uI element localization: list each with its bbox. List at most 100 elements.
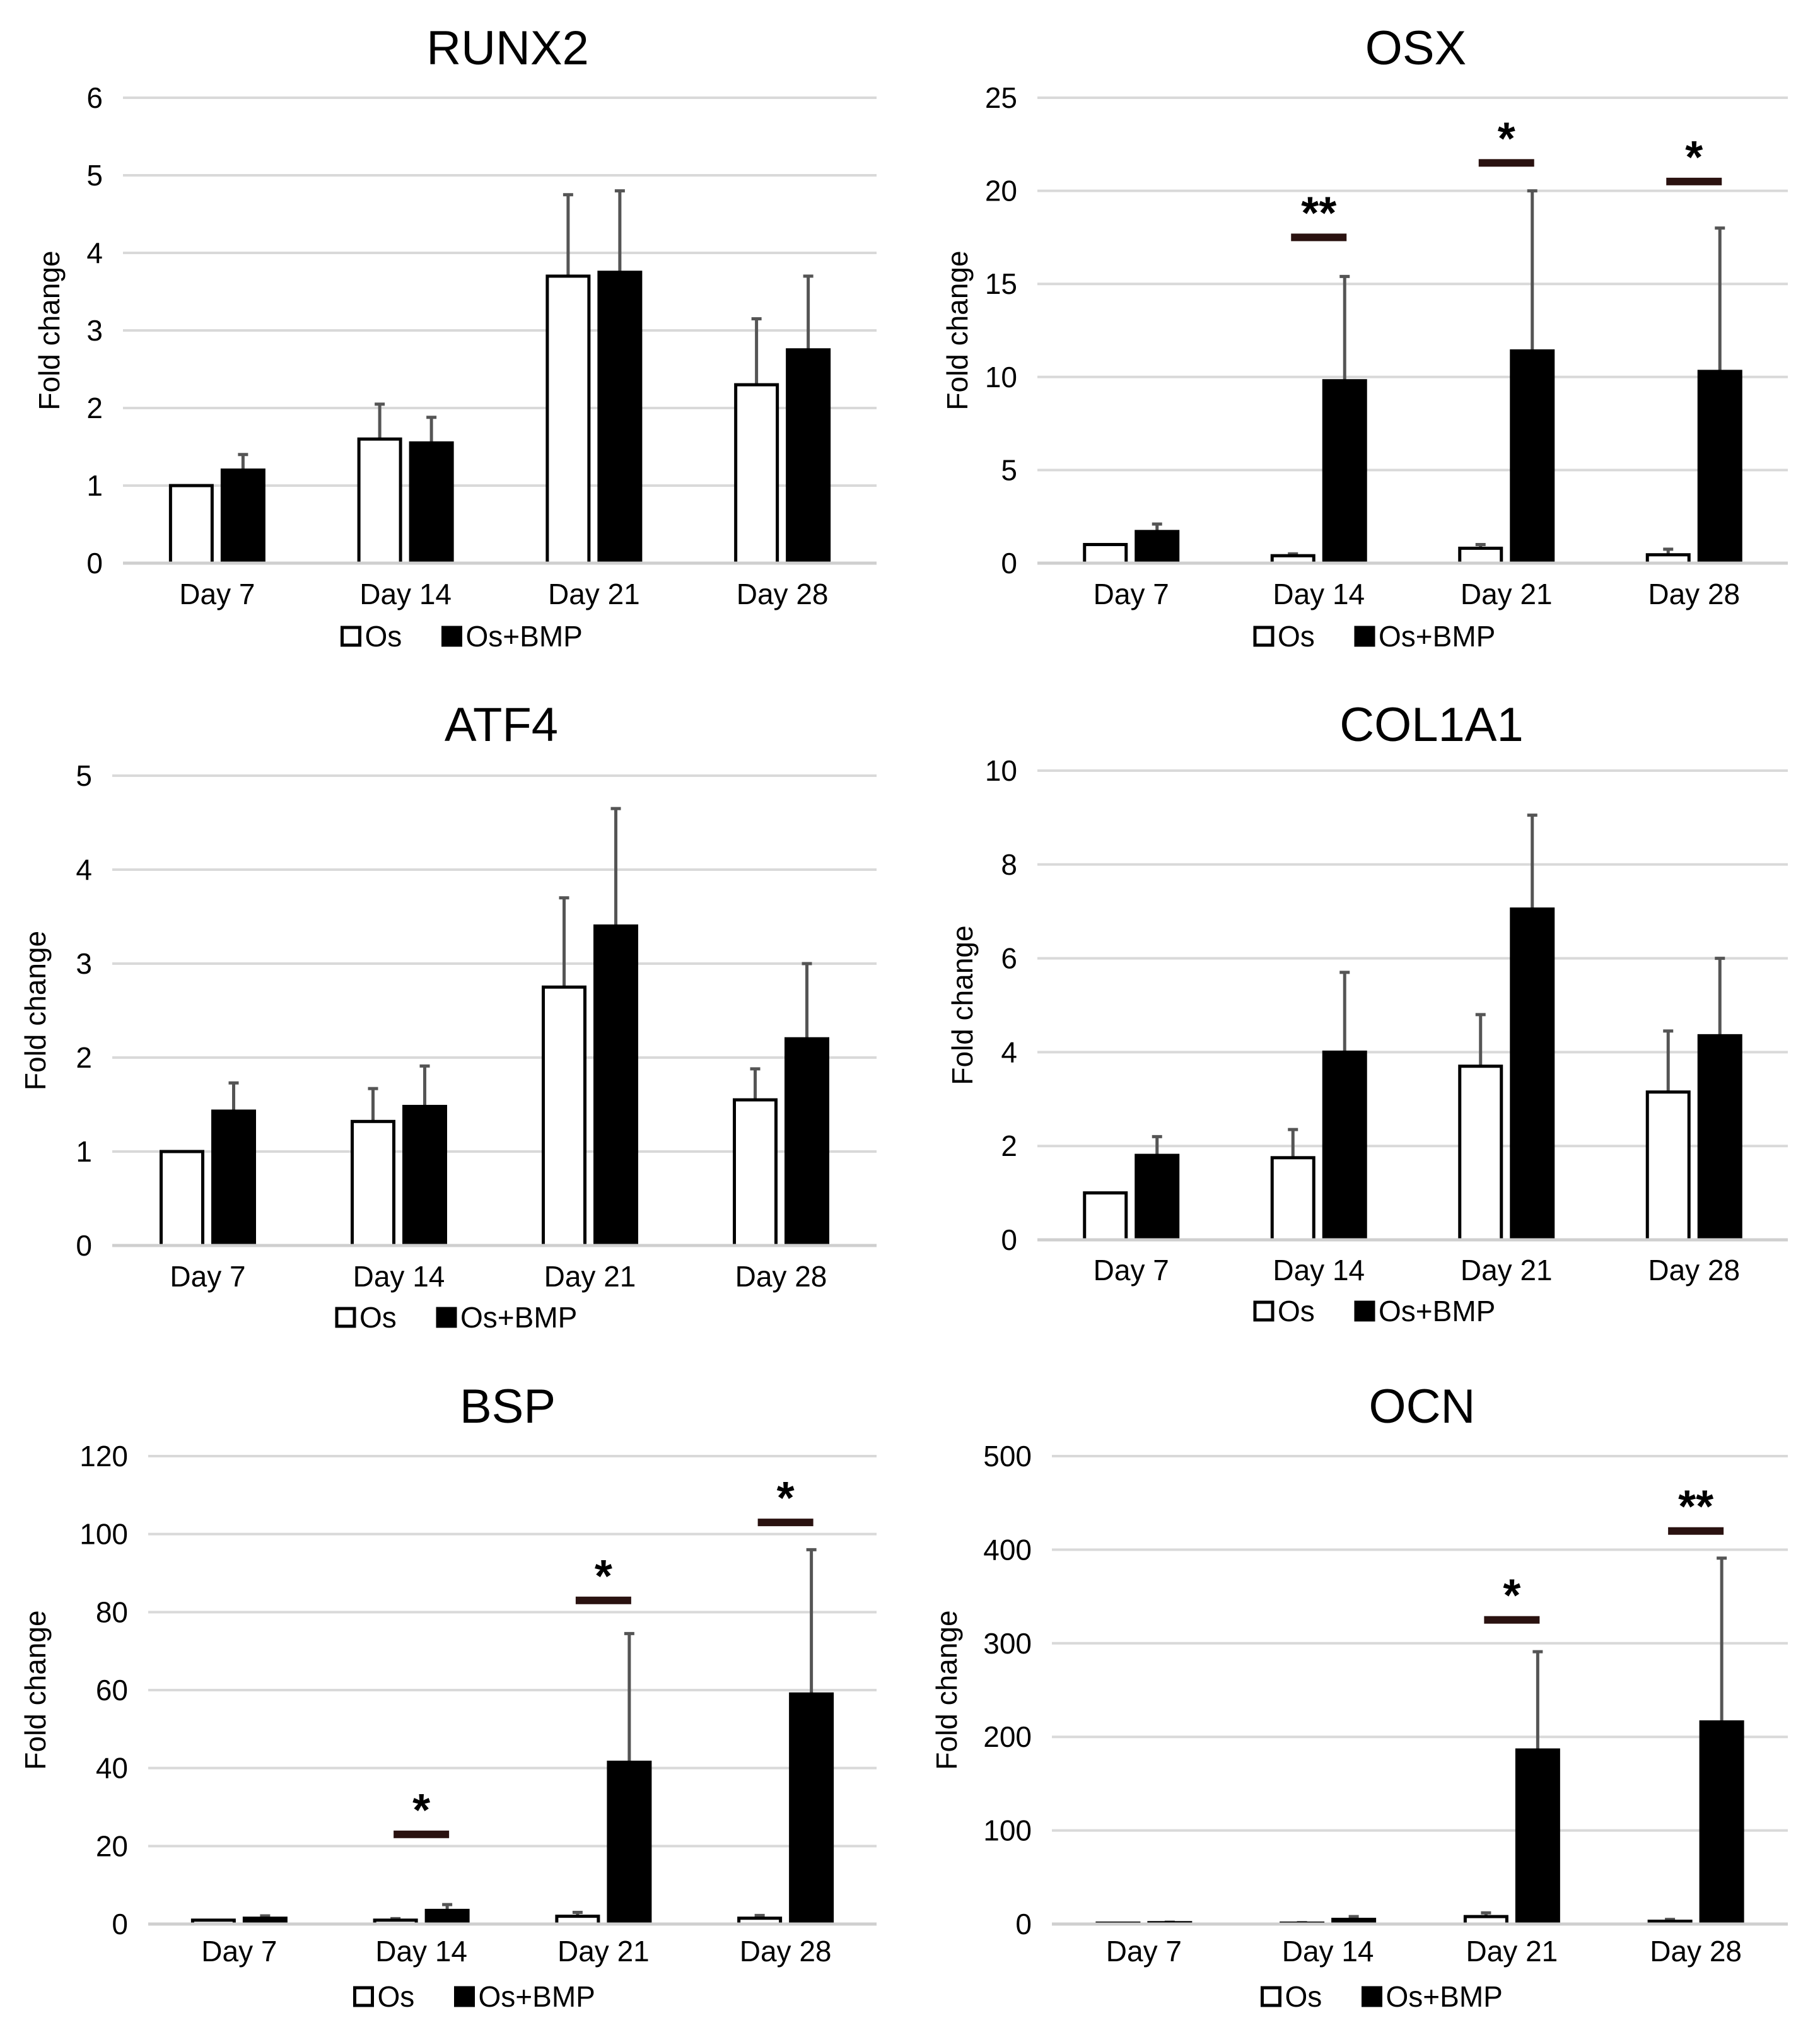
y-tick-label: 120 (79, 1440, 128, 1473)
significance-label: ** (1678, 1482, 1713, 1532)
bar-os-bmp (1322, 1050, 1367, 1242)
x-tick-label: Day 7 (1094, 1254, 1169, 1286)
y-tick-label: 500 (983, 1440, 1032, 1473)
y-tick-label: 0 (76, 1229, 92, 1262)
legend-label-os-bmp: Os+BMP (466, 620, 583, 653)
legend-swatch-os (1261, 1986, 1281, 2007)
bar-os (351, 1119, 395, 1247)
y-tick-label: 10 (985, 361, 1017, 394)
y-tick-label: 6 (86, 81, 103, 114)
legend-swatch-os-bmp (1362, 1986, 1382, 2007)
y-tick-label: 0 (112, 1908, 128, 1940)
bar-os-bmp (1699, 1720, 1744, 1926)
x-tick-label: Day 14 (1282, 1935, 1374, 1968)
legend-swatch-os (353, 1986, 374, 2007)
legend-label-os-bmp: Os+BMP (1386, 1980, 1503, 2013)
significance-bar (1668, 1527, 1724, 1535)
x-tick-label: Day 28 (1650, 1935, 1742, 1968)
chart-panel-ocn: OCN 0 100 200 300 400 500 Fold change Day 7 Day 1… (930, 1380, 1788, 2013)
y-tick-label: 4 (86, 236, 103, 269)
x-tick-label: Day 14 (1273, 1254, 1365, 1286)
x-tick-label: Day 28 (740, 1935, 832, 1968)
y-tick-label: 8 (1001, 848, 1017, 881)
significance-label: * (777, 1473, 795, 1524)
legend: Os Os+BMP (353, 1980, 595, 2013)
legend-swatch-os-bmp (436, 1307, 457, 1328)
legend-label-os-bmp: Os+BMP (1379, 620, 1495, 653)
bar-os (542, 985, 586, 1247)
bar-os (1270, 1156, 1315, 1242)
significance-bar (1484, 1616, 1540, 1624)
legend-swatch-os-bmp (1354, 626, 1375, 647)
y-tick-label: 1 (86, 469, 103, 502)
bar-os (545, 274, 591, 565)
x-tick-label: Day 7 (1094, 578, 1169, 610)
x-tick-label: Day 21 (557, 1935, 650, 1968)
bar-os (1645, 1090, 1691, 1242)
bar-os-bmp (1697, 1034, 1742, 1242)
y-tick-label: 3 (86, 314, 103, 347)
y-tick-label: 100 (983, 1814, 1032, 1847)
legend-swatch-os-bmp (441, 626, 462, 647)
y-tick-label: 5 (86, 159, 103, 192)
chart-title: OSX (1365, 21, 1467, 75)
significance-bar (757, 1519, 814, 1527)
x-tick-label: Day 28 (1648, 578, 1740, 610)
x-tick-label: Day 14 (1273, 578, 1365, 610)
y-tick-label: 15 (985, 267, 1017, 300)
y-tick-label: 6 (1001, 942, 1017, 975)
y-axis-label: Fold change (946, 925, 979, 1085)
y-tick-label: 4 (76, 853, 92, 886)
y-tick-label: 2 (1001, 1129, 1017, 1162)
y-tick-label: 20 (985, 175, 1017, 207)
y-tick-label: 2 (86, 392, 103, 424)
y-tick-label: 3 (76, 947, 92, 980)
bar-os (1458, 546, 1503, 565)
y-tick-label: 0 (1001, 547, 1017, 580)
chart-panel-col1a1: COL1A1 0 2 4 6 8 10 Fold change Day 7 Day 14 Day 2… (946, 698, 1788, 1327)
y-axis-label: Fold change (930, 1610, 963, 1770)
chart-title: OCN (1369, 1380, 1476, 1433)
bar-os (734, 383, 779, 565)
chart-title: ATF4 (445, 698, 558, 752)
y-tick-label: 80 (96, 1595, 128, 1628)
bar-os-bmp (1697, 370, 1742, 565)
significance-label: * (1503, 1571, 1520, 1621)
significance-bar (394, 1830, 450, 1838)
chart-panel-runx2: RUNX2 0 1 2 3 4 5 6 Fold change Day 7 Day 14 Day 21… (33, 21, 877, 653)
bar-os (1458, 1065, 1503, 1242)
chart-panel-bsp: BSP 0 20 40 60 80 100 120 Fold change Day 7 Day 14… (19, 1380, 877, 2013)
y-tick-label: 10 (985, 754, 1017, 787)
y-axis-label: Fold change (941, 250, 974, 410)
legend: Os Os+BMP (1253, 620, 1495, 653)
chart-title: BSP (460, 1380, 556, 1433)
bar-os-bmp (1510, 349, 1555, 565)
x-tick-label: Day 21 (1461, 1254, 1553, 1286)
bar-os-bmp (785, 1037, 829, 1247)
x-tick-label: Day 21 (1461, 578, 1553, 610)
bar-os-bmp (789, 1692, 834, 1926)
bar-os-bmp (593, 924, 638, 1247)
legend-swatch-os (335, 1307, 356, 1328)
legend: Os Os+BMP (1253, 1295, 1495, 1327)
bar-os-bmp (1135, 1153, 1180, 1242)
legend: Os Os+BMP (1261, 1980, 1503, 2013)
bar-os-bmp (1322, 379, 1367, 565)
bar-os-bmp (402, 1104, 447, 1247)
legend-swatch-os (1253, 626, 1275, 647)
legend-swatch-os-bmp (454, 1986, 475, 2007)
y-tick-label: 60 (96, 1674, 128, 1706)
x-tick-label: Day 7 (170, 1260, 245, 1293)
significance-label: * (595, 1551, 612, 1602)
legend-label-os: Os (365, 620, 402, 653)
legend: Os Os+BMP (335, 1301, 577, 1334)
x-tick-label: Day 21 (544, 1260, 636, 1293)
y-tick-label: 5 (1001, 453, 1017, 486)
y-tick-label: 1 (76, 1135, 92, 1168)
legend-swatch-os-bmp (1354, 1300, 1375, 1322)
y-tick-label: 2 (76, 1041, 92, 1074)
significance-bar (575, 1596, 631, 1604)
significance-label: * (1685, 132, 1703, 183)
legend-label-os: Os (359, 1301, 397, 1334)
